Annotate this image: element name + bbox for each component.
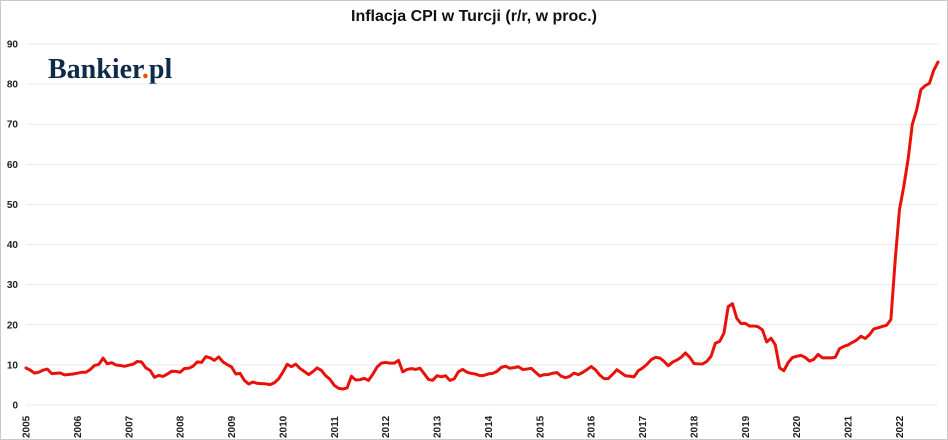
x-tick-label: 2022 [895,415,906,438]
x-tick-label: 2005 [22,415,33,438]
y-tick-label: 20 [7,320,19,331]
y-tick-label: 0 [12,401,18,412]
logo-text: Bankier [48,54,142,85]
logo-suffix: pl [148,54,173,85]
gridlines [26,43,938,406]
x-tick-label: 2012 [381,415,392,438]
x-tick-label: 2007 [124,415,135,438]
y-tick-label: 80 [7,80,19,91]
y-axis-tick-labels: 0 10 20 30 40 50 60 70 80 90 [7,40,19,412]
y-tick-label: 60 [7,160,19,171]
x-tick-label: 2021 [844,415,855,438]
x-tick-label: 2016 [587,415,598,438]
x-tick-label: 2017 [638,415,649,438]
x-tick-label: 2006 [73,415,84,438]
x-axis-tick-labels: 2005 2006 2007 2008 2009 2010 2011 2012 2013 2014… [22,415,906,438]
y-tick-label: 10 [7,360,19,371]
x-tick-label: 2008 [176,415,187,438]
chart-title: Inflacja CPI w Turcji (r/r, w proc.) [351,8,597,25]
x-tick-label: 2013 [433,415,444,438]
bankier-logo: Bankier.pl [48,56,172,84]
series-group [24,60,940,391]
y-tick-label: 70 [7,120,19,131]
y-tick-label: 40 [7,240,19,251]
x-tick-label: 2014 [484,415,495,438]
logo-dot-icon: . [141,54,149,85]
x-tick-label: 2010 [278,415,289,438]
x-tick-label: 2015 [535,415,546,438]
x-tick-label: 2009 [227,415,238,438]
inflation-line-series [24,60,940,391]
y-tick-label: 50 [7,200,19,211]
x-tick-label: 2019 [741,415,752,438]
x-tick-label: 2018 [689,415,700,438]
y-tick-label: 90 [7,40,19,51]
x-tick-label: 2020 [792,415,803,438]
y-tick-label: 30 [7,280,19,291]
x-tick-label: 2011 [330,416,341,438]
